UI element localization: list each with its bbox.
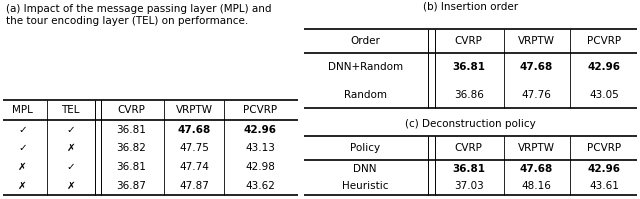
- Text: (a) Impact of the message passing layer (MPL) and
the tour encoding layer (TEL) : (a) Impact of the message passing layer …: [6, 4, 271, 26]
- Text: 43.61: 43.61: [589, 181, 620, 191]
- Text: 47.68: 47.68: [520, 62, 553, 72]
- Text: 36.81: 36.81: [116, 125, 146, 135]
- Text: 43.62: 43.62: [245, 181, 275, 191]
- Text: 47.75: 47.75: [179, 143, 209, 153]
- Text: 36.82: 36.82: [116, 143, 146, 153]
- Text: 36.86: 36.86: [454, 90, 484, 100]
- Text: PCVRP: PCVRP: [588, 36, 621, 46]
- Text: CVRP: CVRP: [455, 36, 483, 46]
- Text: 47.76: 47.76: [522, 90, 552, 100]
- Text: 36.87: 36.87: [116, 181, 146, 191]
- Text: 43.05: 43.05: [589, 90, 620, 100]
- Text: CVRP: CVRP: [455, 143, 483, 153]
- Text: MPL: MPL: [12, 105, 33, 115]
- Text: VRPTW: VRPTW: [518, 36, 555, 46]
- Text: 36.81: 36.81: [452, 164, 485, 174]
- Text: DNN+Random: DNN+Random: [328, 62, 403, 72]
- Text: 42.96: 42.96: [588, 62, 621, 72]
- Text: 36.81: 36.81: [452, 62, 485, 72]
- Text: ✗: ✗: [67, 143, 75, 153]
- Text: DNN: DNN: [353, 164, 377, 174]
- Text: ✓: ✓: [67, 162, 75, 172]
- Text: 36.81: 36.81: [116, 162, 146, 172]
- Text: VRPTW: VRPTW: [518, 143, 555, 153]
- Text: 48.16: 48.16: [522, 181, 552, 191]
- Text: Random: Random: [344, 90, 387, 100]
- Text: 47.68: 47.68: [177, 125, 211, 135]
- Text: 42.98: 42.98: [245, 162, 275, 172]
- Text: (b) Insertion order: (b) Insertion order: [423, 2, 518, 12]
- Text: VRPTW: VRPTW: [175, 105, 212, 115]
- Text: 47.68: 47.68: [520, 164, 553, 174]
- Text: 43.13: 43.13: [245, 143, 275, 153]
- Text: (c) Deconstruction policy: (c) Deconstruction policy: [405, 119, 536, 129]
- Text: 42.96: 42.96: [588, 164, 621, 174]
- Text: ✓: ✓: [18, 125, 27, 135]
- Text: Policy: Policy: [350, 143, 380, 153]
- Text: 47.74: 47.74: [179, 162, 209, 172]
- Text: TEL: TEL: [61, 105, 80, 115]
- Text: PCVRP: PCVRP: [243, 105, 277, 115]
- Text: ✗: ✗: [18, 181, 27, 191]
- Text: ✓: ✓: [67, 125, 75, 135]
- Text: 37.03: 37.03: [454, 181, 484, 191]
- Text: ✗: ✗: [67, 181, 75, 191]
- Text: 47.87: 47.87: [179, 181, 209, 191]
- Text: ✗: ✗: [18, 162, 27, 172]
- Text: Order: Order: [350, 36, 380, 46]
- Text: Heuristic: Heuristic: [342, 181, 388, 191]
- Text: CVRP: CVRP: [117, 105, 145, 115]
- Text: PCVRP: PCVRP: [588, 143, 621, 153]
- Text: ✓: ✓: [18, 143, 27, 153]
- Text: 42.96: 42.96: [244, 125, 276, 135]
